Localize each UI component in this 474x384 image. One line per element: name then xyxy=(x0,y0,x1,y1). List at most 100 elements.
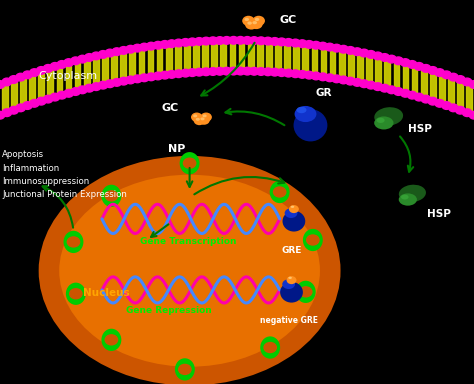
Ellipse shape xyxy=(101,329,121,351)
Circle shape xyxy=(174,70,183,78)
Bar xyxy=(38,73,44,99)
Circle shape xyxy=(442,71,451,79)
Circle shape xyxy=(243,67,252,75)
Ellipse shape xyxy=(293,109,328,141)
Ellipse shape xyxy=(399,194,417,206)
Circle shape xyxy=(463,78,472,86)
Text: GC: GC xyxy=(161,103,178,113)
Ellipse shape xyxy=(289,205,299,213)
Circle shape xyxy=(408,61,417,68)
Bar xyxy=(330,50,336,76)
Circle shape xyxy=(456,106,465,114)
Bar xyxy=(393,63,399,89)
Text: Gene Transcription: Gene Transcription xyxy=(140,237,237,246)
Circle shape xyxy=(366,51,376,58)
Circle shape xyxy=(36,66,46,74)
Bar xyxy=(348,53,354,79)
Ellipse shape xyxy=(374,116,393,129)
Circle shape xyxy=(264,343,276,353)
Circle shape xyxy=(201,68,211,76)
Text: GC: GC xyxy=(280,15,297,25)
Circle shape xyxy=(325,43,335,51)
Circle shape xyxy=(394,57,403,65)
Circle shape xyxy=(64,89,73,97)
Circle shape xyxy=(84,54,94,61)
Ellipse shape xyxy=(399,185,426,202)
Circle shape xyxy=(222,67,231,75)
Ellipse shape xyxy=(401,195,409,200)
Text: Cytoplasm: Cytoplasm xyxy=(38,71,97,81)
Circle shape xyxy=(2,109,11,116)
Text: GR: GR xyxy=(315,88,332,98)
Circle shape xyxy=(188,69,197,76)
Bar xyxy=(84,60,90,86)
Bar xyxy=(166,46,172,73)
Circle shape xyxy=(325,74,335,82)
Circle shape xyxy=(414,63,424,70)
Circle shape xyxy=(105,80,115,88)
Ellipse shape xyxy=(303,229,323,251)
Circle shape xyxy=(243,36,252,44)
Bar xyxy=(384,60,390,86)
Bar xyxy=(120,53,126,79)
Circle shape xyxy=(339,76,348,84)
Circle shape xyxy=(43,65,53,72)
Bar xyxy=(184,45,190,71)
Circle shape xyxy=(346,77,355,85)
Circle shape xyxy=(366,81,376,89)
Circle shape xyxy=(194,38,204,45)
Ellipse shape xyxy=(253,21,257,24)
Circle shape xyxy=(208,37,218,45)
Ellipse shape xyxy=(193,116,205,125)
Bar xyxy=(466,85,472,111)
Circle shape xyxy=(284,38,293,46)
Bar xyxy=(211,43,217,69)
Ellipse shape xyxy=(196,118,200,121)
Circle shape xyxy=(428,66,438,74)
Ellipse shape xyxy=(280,282,303,303)
Circle shape xyxy=(298,71,307,78)
Text: Nucleus: Nucleus xyxy=(83,288,129,298)
Circle shape xyxy=(373,52,383,60)
Circle shape xyxy=(139,74,149,82)
Circle shape xyxy=(179,364,191,374)
Circle shape xyxy=(16,73,25,81)
Circle shape xyxy=(270,68,280,76)
Circle shape xyxy=(29,69,39,76)
Ellipse shape xyxy=(198,116,210,125)
Circle shape xyxy=(29,99,39,107)
Ellipse shape xyxy=(245,18,249,21)
Bar xyxy=(412,68,418,94)
Text: HSP: HSP xyxy=(427,209,450,219)
Circle shape xyxy=(277,69,286,76)
Text: negative GRE: negative GRE xyxy=(260,316,318,324)
Ellipse shape xyxy=(201,118,205,120)
Circle shape xyxy=(139,43,149,51)
Bar xyxy=(111,55,117,81)
Circle shape xyxy=(126,45,135,53)
Bar xyxy=(402,65,408,91)
Circle shape xyxy=(91,83,101,91)
Ellipse shape xyxy=(286,276,296,284)
Circle shape xyxy=(201,37,211,45)
Bar xyxy=(257,43,263,69)
Circle shape xyxy=(98,51,108,58)
Bar xyxy=(157,47,163,73)
Circle shape xyxy=(353,48,362,56)
Circle shape xyxy=(339,45,348,53)
Circle shape xyxy=(119,77,128,85)
Circle shape xyxy=(387,55,396,63)
Bar xyxy=(11,82,17,108)
Circle shape xyxy=(160,41,170,48)
Circle shape xyxy=(394,88,403,95)
Circle shape xyxy=(215,37,225,45)
Ellipse shape xyxy=(201,113,212,122)
Ellipse shape xyxy=(50,167,329,374)
Ellipse shape xyxy=(242,16,255,26)
Circle shape xyxy=(373,83,383,91)
Ellipse shape xyxy=(260,336,280,359)
Ellipse shape xyxy=(283,211,305,232)
Circle shape xyxy=(229,67,238,75)
Text: GRE: GRE xyxy=(282,247,301,255)
Circle shape xyxy=(153,41,163,49)
